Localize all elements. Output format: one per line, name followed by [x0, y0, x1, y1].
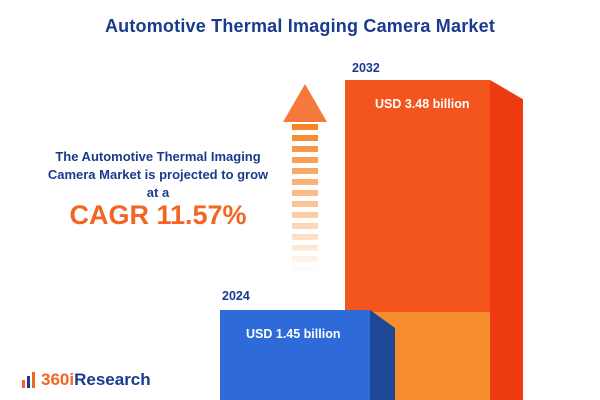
- value-label-2024: USD 1.45 billion: [246, 327, 341, 341]
- description-line-1: The Automotive Thermal Imaging: [55, 149, 261, 164]
- cagr-value: CAGR 11.57%: [69, 200, 247, 230]
- description-line-3: at a: [146, 185, 170, 201]
- logo-text-orange: 360i: [41, 370, 75, 389]
- logo-text: 360iResearch: [41, 371, 151, 388]
- growth-arrow-fade: [290, 124, 320, 274]
- year-label-2024: 2024: [222, 289, 250, 303]
- year-label-2032: 2032: [352, 61, 380, 75]
- logo-text-navy: Research: [74, 370, 151, 389]
- growth-arrow-icon: [283, 84, 327, 122]
- brand-logo: 360iResearch: [22, 371, 151, 388]
- bar-2032-side-face: [490, 80, 523, 400]
- chart-title: Automotive Thermal Imaging Camera Market: [104, 16, 496, 36]
- description-text: The Automotive Thermal Imaging Camera Ma…: [18, 148, 298, 203]
- logo-bars-icon: [22, 372, 37, 388]
- value-label-2032: USD 3.48 billion: [375, 97, 470, 111]
- description-line-2: Camera Market is projected to grow: [47, 167, 269, 183]
- bar-2024: [220, 310, 370, 400]
